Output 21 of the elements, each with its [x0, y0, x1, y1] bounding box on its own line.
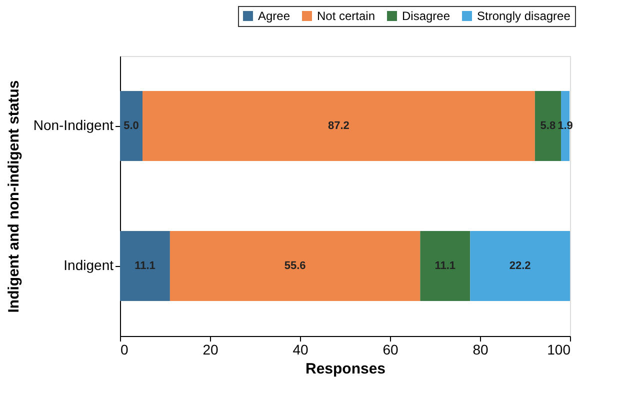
x-tick-label: 40 [292, 342, 308, 358]
y-tick-label: Indigent [64, 257, 114, 273]
legend-label: Strongly disagree [477, 9, 571, 23]
x-tick-label: 80 [472, 342, 488, 358]
x-tick-label: 60 [382, 342, 398, 358]
legend-label: Not certain [317, 9, 376, 23]
data-label: 5.8 [540, 120, 556, 132]
y-axis-title: Indigent and non-indigent status [5, 80, 22, 313]
x-tick-label: 20 [202, 342, 218, 358]
x-tick-label: 0 [120, 342, 128, 358]
data-label: 11.1 [134, 260, 156, 272]
data-label: 87.2 [328, 120, 350, 132]
data-label: 55.6 [284, 260, 306, 272]
y-tick-label: Non-Indigent [33, 117, 114, 133]
legend-label: Disagree [402, 9, 450, 23]
x-axis-title: Responses [305, 360, 386, 378]
data-label: 22.2 [509, 260, 531, 272]
data-label: 5.0 [124, 120, 139, 132]
x-tick-label: 100 [547, 342, 571, 358]
data-label: 11.1 [434, 260, 456, 272]
legend-label: Agree [258, 9, 290, 23]
